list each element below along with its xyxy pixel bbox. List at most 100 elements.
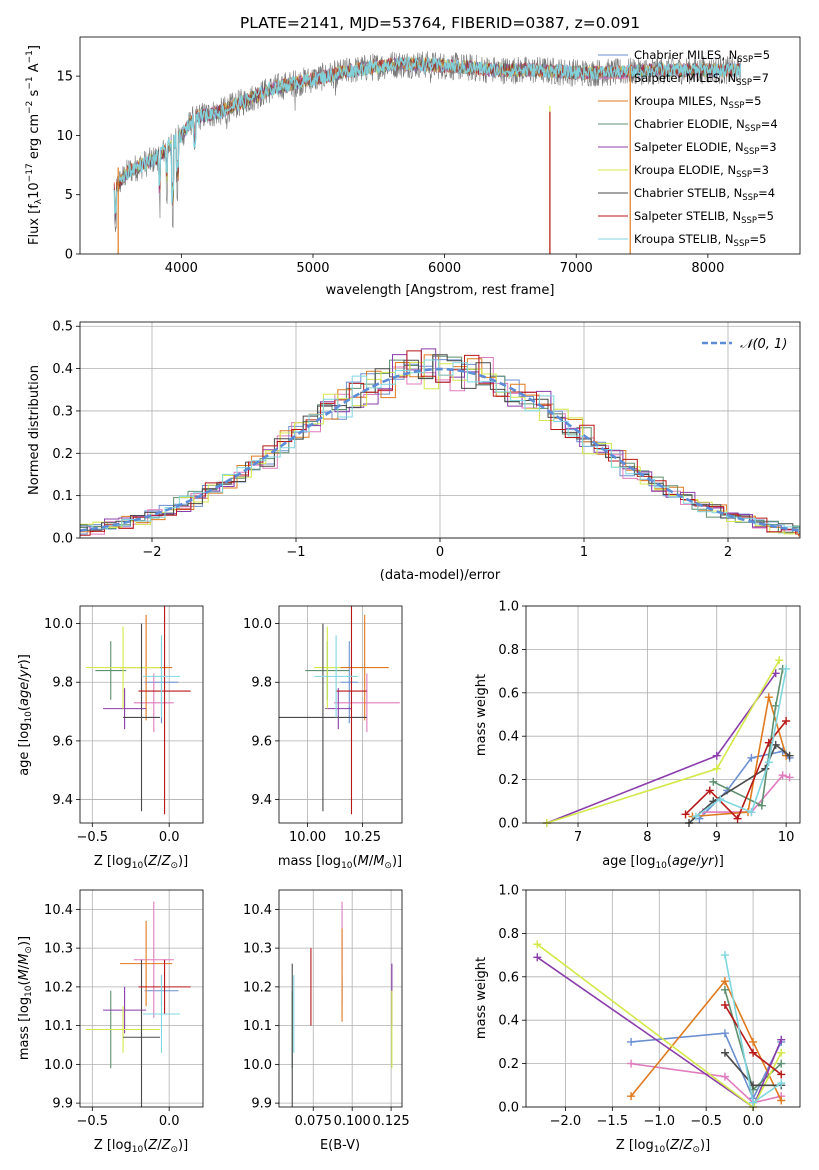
age-vs-z-axes-frame [79,605,204,824]
weight-marker [764,738,773,747]
y-tick-label: 9.8 [52,676,73,691]
observed-spectrum-line [113,51,741,233]
x-tick-label: 1 [580,545,588,560]
y-tick-label: 0.2 [498,1057,519,1072]
histogram-step [80,350,800,536]
y-tick-label: 1.0 [498,600,519,615]
weight-marker [771,701,780,710]
y-tick-label: 0.2 [498,773,519,788]
y-tick-label: 0.8 [498,927,519,942]
weight-vs-z-ticks: −2.0 −1.5 −1.0 −0.5 0.0 0.0 0.2 0.4 0.6 0.8 1.0 [498,884,763,1130]
mass-vs-z-ticks: −0.5 0.0 9.9 10.0 10.1 10.2 10.3 10.4 [44,903,179,1129]
spectrum-title: PLATE=2141, MJD=53764, FIBERID=0387, z=0… [240,14,640,32]
residuals-legend-label: 𝒩(0, 1) [740,337,787,352]
age-vs-z-marks [86,606,191,815]
weight-marker [747,753,756,762]
weight-marker [771,669,780,678]
spectrum-legend: Chabrier MILES, NSSP=5 Salpeter MILES, NS… [598,48,778,249]
y-tick-label: 10.1 [243,1019,272,1034]
model-spectrum-line [113,55,742,214]
weight-marker [777,1059,786,1068]
age-vs-mass-panel: 10.00 10.25 9.4 9.6 9.8 10.0 mass [log10(M/M⊙… [243,605,403,871]
weight-marker [764,758,773,767]
x-tick-label: 9 [713,830,721,845]
x-tick-label: −0.5 [77,1114,109,1129]
weight-vs-z-ylabel: mass weight [474,957,489,1039]
weight-marker [764,693,773,702]
weight-marker [777,1079,786,1088]
x-tick-label: 5000 [296,261,329,276]
x-tick-label: 10.25 [344,830,381,845]
legend-label: Chabrier ELODIE, NSSP=4 [634,117,778,134]
y-tick-label: 10 [56,129,73,144]
y-tick-label: 9.4 [251,793,272,808]
weight-marker [778,771,787,780]
y-tick-label: 9.4 [52,793,73,808]
legend-label: Kroupa STELIB, NSSP=5 [634,232,766,249]
y-tick-label: 10.0 [44,1058,73,1073]
legend-label: Chabrier MILES, NSSP=5 [634,48,770,65]
y-tick-label: 0.6 [498,686,519,701]
age-vs-z-ticks: −0.5 0.0 9.4 9.6 9.8 10.0 [44,617,179,845]
y-tick-label: 0.5 [52,320,73,335]
mass-vs-z-ylabel: mass [log10(M/M⊙)] [17,936,34,1060]
y-tick-label: 0.2 [52,447,73,462]
age-vs-mass-marks [279,606,400,815]
age-vs-z-ylabel: age [log10(age/yr)] [17,654,34,776]
y-tick-label: 0.0 [498,817,519,832]
weight-marker [777,1048,786,1057]
age-vs-mass-xlabel: mass [log10(M/M⊙)] [278,854,402,871]
residuals-ticks: −2 −1 0 1 2 0.0 0.1 0.2 0.3 0.4 0.5 [52,320,732,560]
y-tick-label: 10.4 [243,903,272,918]
weight-marker [771,740,780,749]
residuals-panel: −2 −1 0 1 2 0.0 0.1 0.2 0.3 0.4 0.5 𝒩(0, 1) (data-… [27,320,801,583]
weight-line [702,774,790,813]
weight-marker [775,656,784,665]
y-tick-label: 5 [65,188,73,203]
weight-line [630,1062,782,1104]
y-tick-label: 10.4 [44,903,73,918]
y-tick-label: 9.8 [251,676,272,691]
weight-marker [749,1048,758,1057]
weight-line [692,696,787,818]
y-tick-label: 0.4 [52,362,73,377]
weight-vs-z-xlabel: Z [log10(Z/Z⊙)] [616,1138,710,1155]
weight-marker [533,940,542,949]
x-tick-label: 8 [643,830,651,845]
y-tick-label: 10.2 [243,980,272,995]
weight-marker [720,985,729,994]
y-tick-label: 0.6 [498,970,519,985]
weight-vs-z-marks [533,940,786,1111]
spectrum-ylabel: Flux [fλ10−17 erg cm−2 s−1 A−1] [25,45,44,245]
weight-vs-age-xlabel: age [log10(age/yr)] [602,854,724,871]
age-vs-mass-grid [279,606,402,823]
x-tick-label: −2 [142,545,161,560]
x-tick-label: 0.0 [743,1114,764,1129]
x-tick-label: 2 [724,545,732,560]
legend-label: Salpeter STELIB, NSSP=5 [634,209,774,226]
x-tick-label: 10 [778,830,795,845]
weight-line [630,979,782,1101]
residuals-xlabel: (data-model)/error [380,568,501,583]
weight-marker [733,814,742,823]
weight-marker [782,664,791,673]
y-tick-label: 0.8 [498,643,519,658]
age-vs-mass-ticks: 10.00 10.25 9.4 9.6 9.8 10.0 [243,617,381,845]
y-tick-label: 9.9 [52,1097,73,1112]
y-tick-label: 15 [56,70,73,85]
y-tick-label: 10.3 [44,942,73,957]
weight-marker [782,717,791,726]
weight-marker [720,1001,729,1010]
normal-reference-curve [79,367,801,532]
mass-vs-ebv-panel: 0.075 0.100 0.125 9.9 10.0 10.1 10.2 10.3 10.4 E… [243,889,410,1153]
weight-marker [720,951,729,960]
weight-marker [777,1096,786,1105]
weight-marker [691,812,700,821]
mass-vs-ebv-marks [291,901,393,1107]
mass-vs-z-panel: −0.5 0.0 9.9 10.0 10.1 10.2 10.3 10.4 Z [log10(… [17,889,204,1155]
spectrum-panel: PLATE=2141, MJD=53764, FIBERID=0387, z=0… [25,14,801,298]
x-tick-label: −2.0 [550,1114,582,1129]
weight-marker [785,751,794,760]
weight-marker [705,786,714,795]
